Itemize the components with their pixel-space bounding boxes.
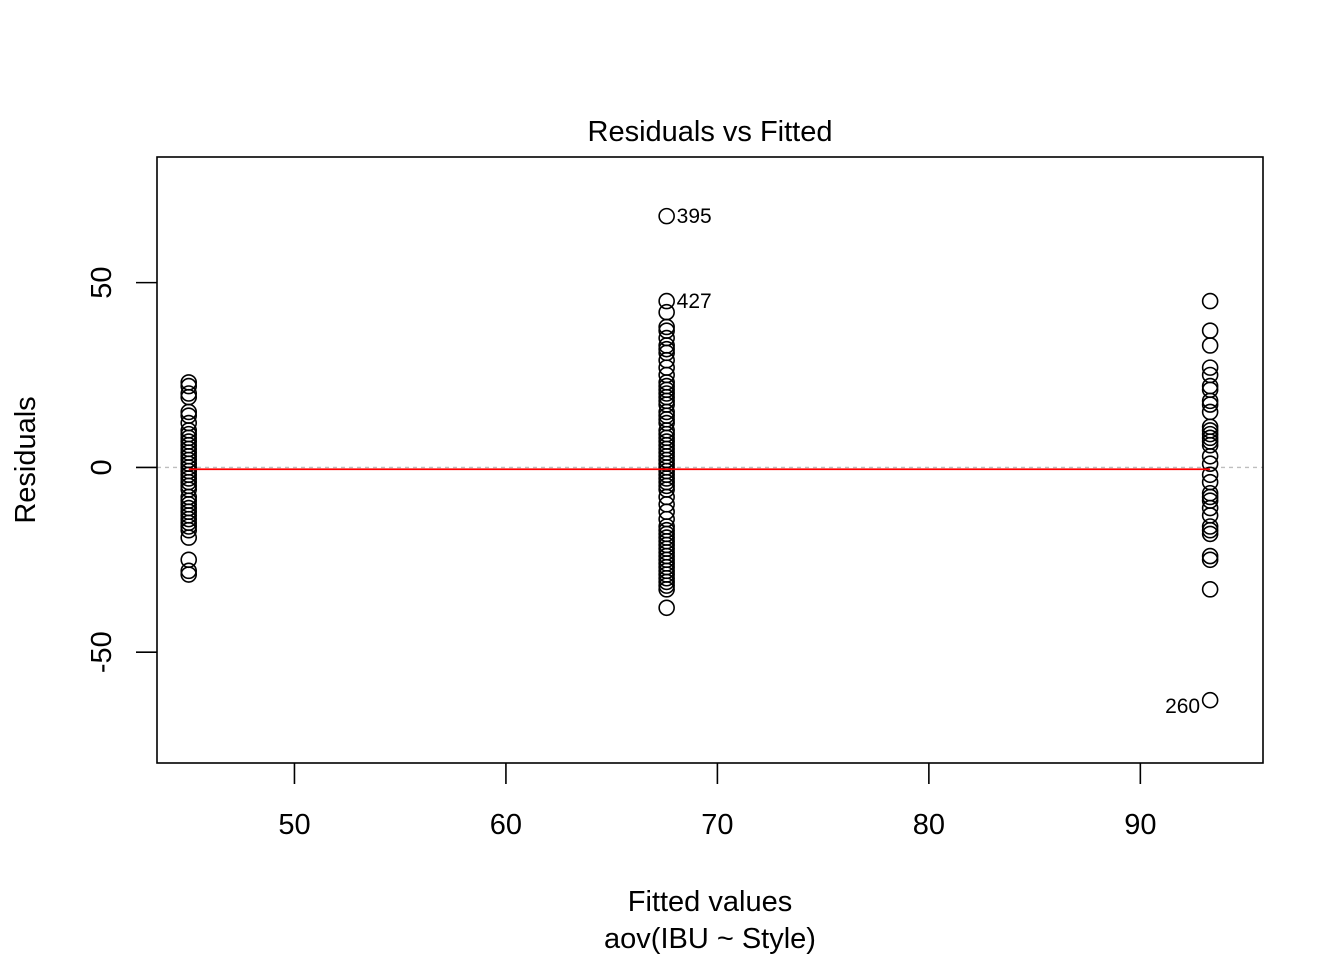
data-point xyxy=(180,385,198,402)
data-point xyxy=(1201,551,1219,569)
x-axis-subtitle: aov(IBU ~ Style) xyxy=(604,923,816,955)
data-point xyxy=(1201,322,1219,339)
x-tick-label: 90 xyxy=(1124,809,1156,841)
x-tick-label: 70 xyxy=(701,809,733,841)
data-point xyxy=(658,569,675,587)
point-label: 395 xyxy=(677,205,712,228)
data-point xyxy=(1201,436,1219,454)
data-point xyxy=(1201,691,1219,709)
data-point xyxy=(1201,499,1219,517)
data-point xyxy=(180,470,198,487)
data-point xyxy=(658,477,675,495)
x-axis: 50 60 70 80 90 xyxy=(278,763,1156,841)
data-point xyxy=(1201,292,1219,310)
data-point xyxy=(180,403,198,421)
data-point xyxy=(658,577,675,594)
data-point xyxy=(1201,466,1219,484)
data-point xyxy=(180,566,198,583)
data-point xyxy=(1201,396,1219,413)
data-point xyxy=(658,385,675,402)
data-point xyxy=(1201,448,1219,465)
points-layer xyxy=(180,207,1219,709)
data-point xyxy=(1201,547,1219,565)
data-point xyxy=(1201,359,1219,376)
plot-frame xyxy=(156,156,1264,764)
chart-title: Residuals vs Fitted xyxy=(588,116,833,148)
data-point xyxy=(658,303,675,321)
data-point xyxy=(180,510,198,528)
data-point xyxy=(658,599,675,617)
data-point xyxy=(658,292,675,310)
y-tick-label: -50 xyxy=(86,631,118,673)
x-tick-label: 60 xyxy=(490,809,522,841)
data-point xyxy=(180,518,198,535)
y-axis-label: Residuals xyxy=(10,396,42,523)
data-point xyxy=(658,581,675,598)
data-point xyxy=(1201,521,1219,539)
data-point xyxy=(180,562,198,580)
x-tick-label: 50 xyxy=(278,809,310,841)
data-point xyxy=(180,521,198,539)
data-point xyxy=(658,573,675,591)
data-point xyxy=(180,388,198,406)
data-point xyxy=(180,529,198,546)
data-point xyxy=(1201,518,1219,535)
data-point xyxy=(1201,429,1219,447)
y-axis: -50 0 50 xyxy=(86,267,157,673)
y-tick-label: 50 xyxy=(86,267,118,299)
point-label: 427 xyxy=(677,290,712,313)
data-point xyxy=(1201,392,1219,410)
data-point xyxy=(1201,488,1219,506)
data-point xyxy=(1201,581,1219,598)
data-point xyxy=(658,318,675,336)
data-point xyxy=(1201,377,1219,395)
data-point xyxy=(658,340,675,358)
data-point xyxy=(180,377,198,395)
x-tick-label: 80 xyxy=(913,809,945,841)
data-point xyxy=(658,207,675,225)
data-point xyxy=(1201,337,1219,354)
point-labels-layer: 395 427 260 xyxy=(677,205,1200,718)
point-label: 260 xyxy=(1165,695,1200,718)
x-axis-label: Fitted values xyxy=(628,886,792,918)
data-point xyxy=(658,470,675,487)
data-point xyxy=(658,403,675,421)
data-point xyxy=(1201,425,1219,443)
data-point xyxy=(1201,455,1219,472)
data-point xyxy=(1201,525,1219,543)
y-tick-label: 0 xyxy=(86,459,118,475)
